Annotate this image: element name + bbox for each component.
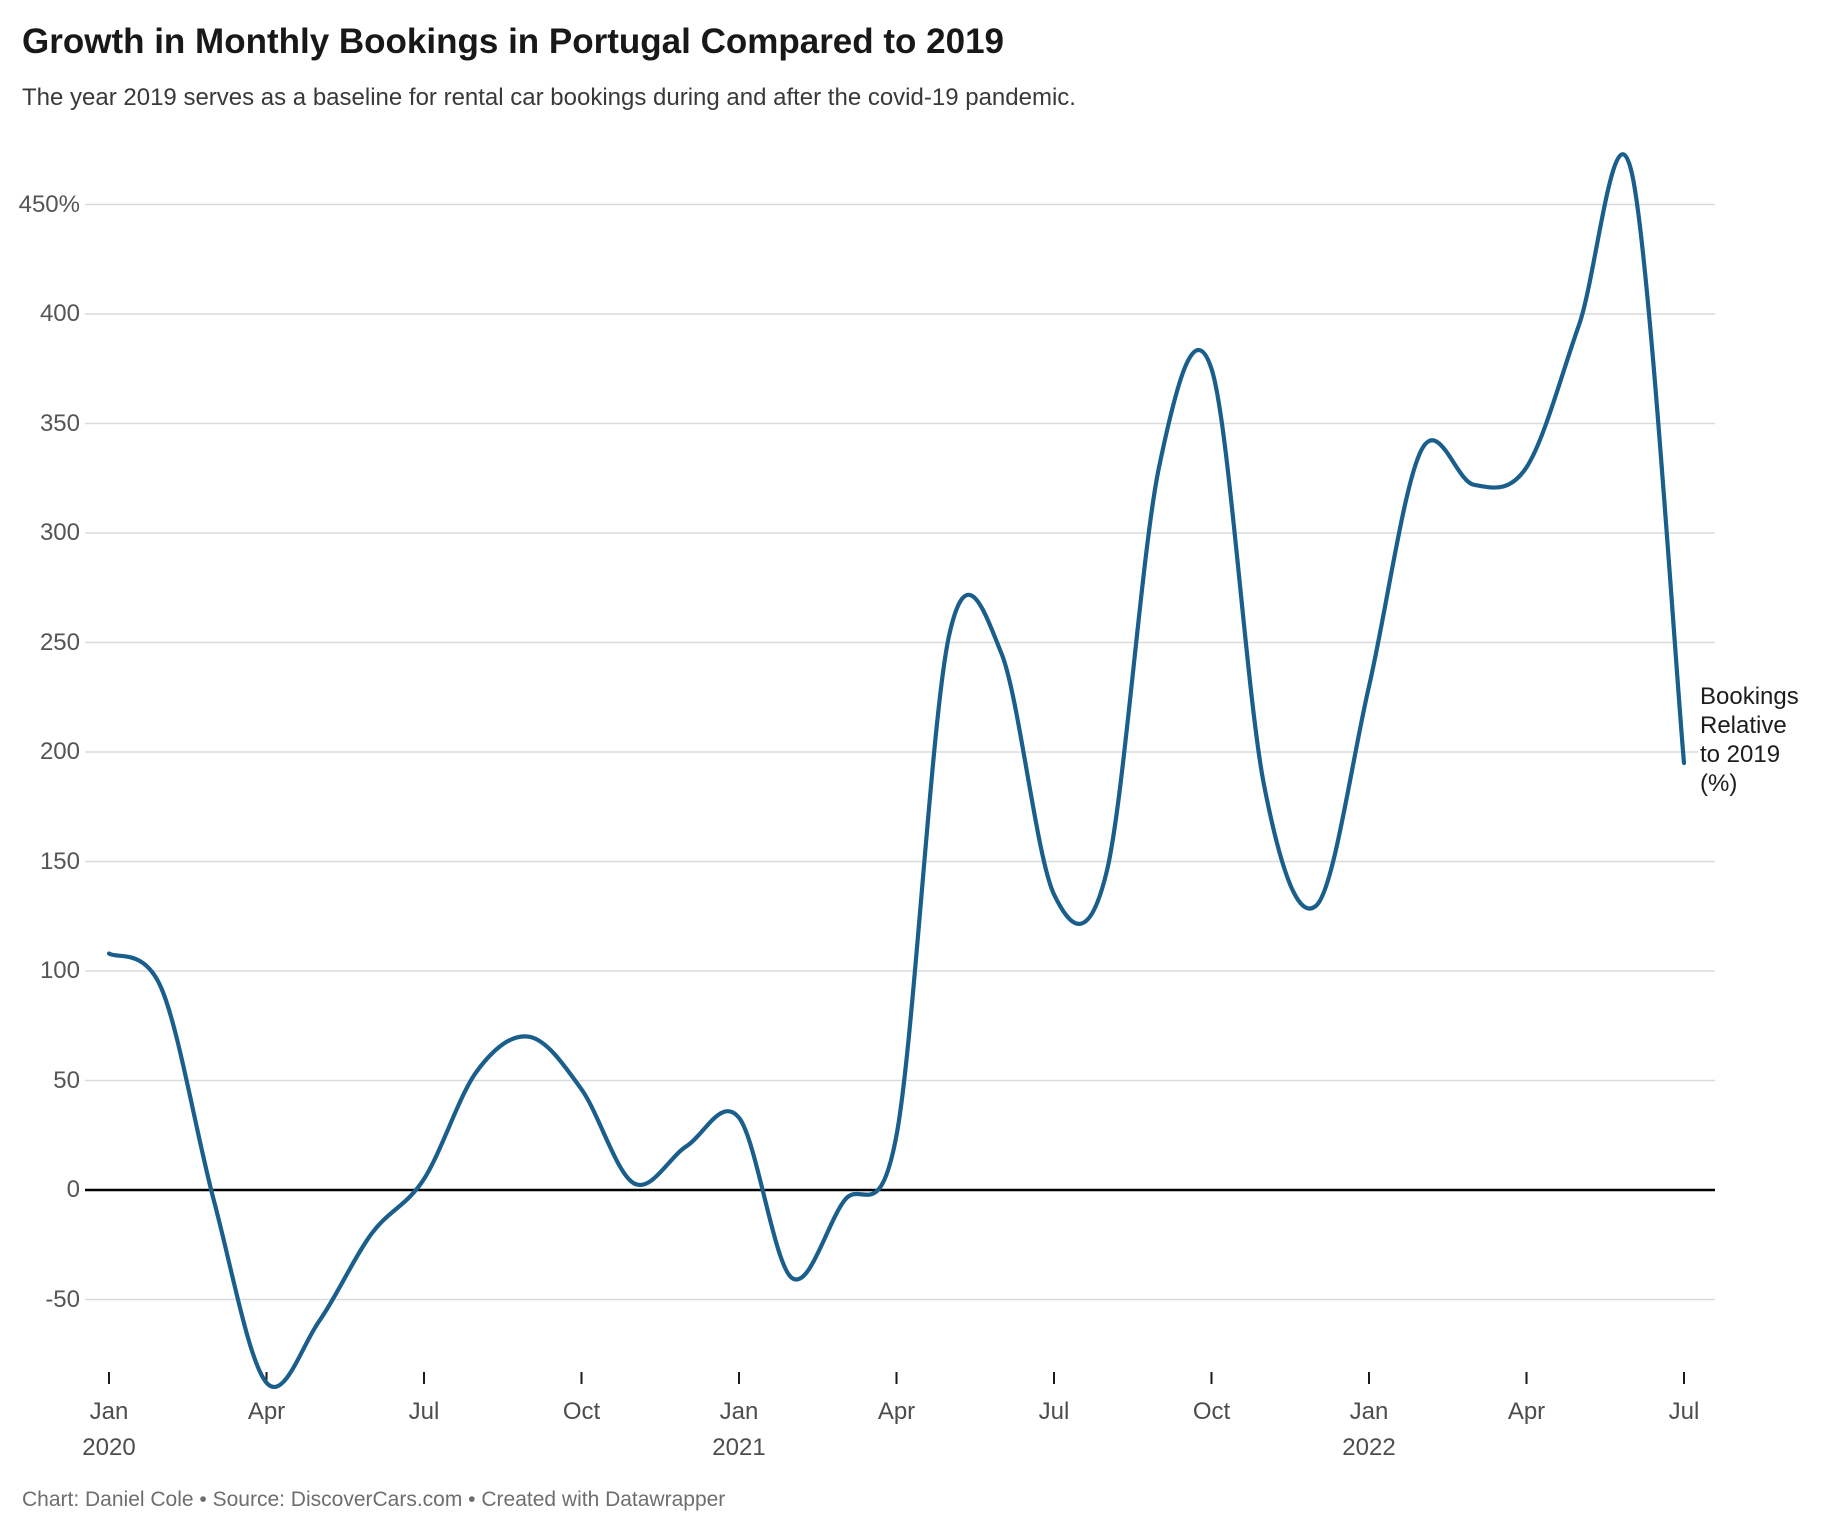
y-axis-label: 300 bbox=[39, 519, 80, 546]
x-axis-label-year: 2021 bbox=[712, 1434, 766, 1461]
chart-title: Growth in Monthly Bookings in Portugal C… bbox=[22, 22, 1004, 61]
y-axis-label: -50 bbox=[45, 1285, 80, 1313]
y-axis-label: 450% bbox=[18, 190, 80, 218]
x-axis-label-month: Jan bbox=[719, 1398, 759, 1425]
x-axis-label-month: Oct bbox=[1192, 1398, 1231, 1425]
x-axis-label-month: Apr bbox=[1507, 1398, 1546, 1425]
x-axis-label-month: Jan bbox=[89, 1398, 129, 1425]
y-axis-label: 0 bbox=[66, 1176, 80, 1203]
x-axis-label-month: Jul bbox=[1668, 1398, 1700, 1425]
x-axis-label-month: Apr bbox=[247, 1398, 286, 1425]
bookings-line-series bbox=[106, 152, 1687, 1389]
x-axis-label-year: 2022 bbox=[1342, 1434, 1396, 1461]
x-axis-label-month: Jan bbox=[1349, 1398, 1389, 1425]
y-axis-label: 400 bbox=[39, 300, 80, 327]
x-axis-label-month: Oct bbox=[562, 1398, 601, 1425]
x-axis-label-month: Jul bbox=[1038, 1398, 1070, 1425]
series-label-line: (%) bbox=[1700, 770, 1738, 797]
chart-subtitle: The year 2019 serves as a baseline for r… bbox=[22, 84, 1076, 111]
y-axis-label: 50 bbox=[53, 1066, 80, 1094]
y-axis-label: 200 bbox=[39, 738, 80, 765]
x-axis-label-month: Jul bbox=[408, 1398, 440, 1425]
series-label: Bookings Relative to 2019 (%) bbox=[1698, 680, 1803, 800]
series-label-line: Relative bbox=[1700, 712, 1787, 739]
series-label-line: Bookings bbox=[1700, 683, 1799, 710]
x-axis-label-month: Apr bbox=[877, 1398, 916, 1425]
x-axis-label-year: 2020 bbox=[82, 1434, 136, 1461]
series-label-line: to 2019 bbox=[1700, 741, 1781, 768]
y-axis-label: 100 bbox=[39, 957, 80, 984]
chart-footer: Chart: Daniel Cole • Source: DiscoverCar… bbox=[22, 1488, 726, 1511]
y-axis-label: 250 bbox=[39, 628, 80, 656]
y-axis-label: 150 bbox=[39, 847, 80, 875]
y-axis-label: 350 bbox=[39, 409, 80, 437]
